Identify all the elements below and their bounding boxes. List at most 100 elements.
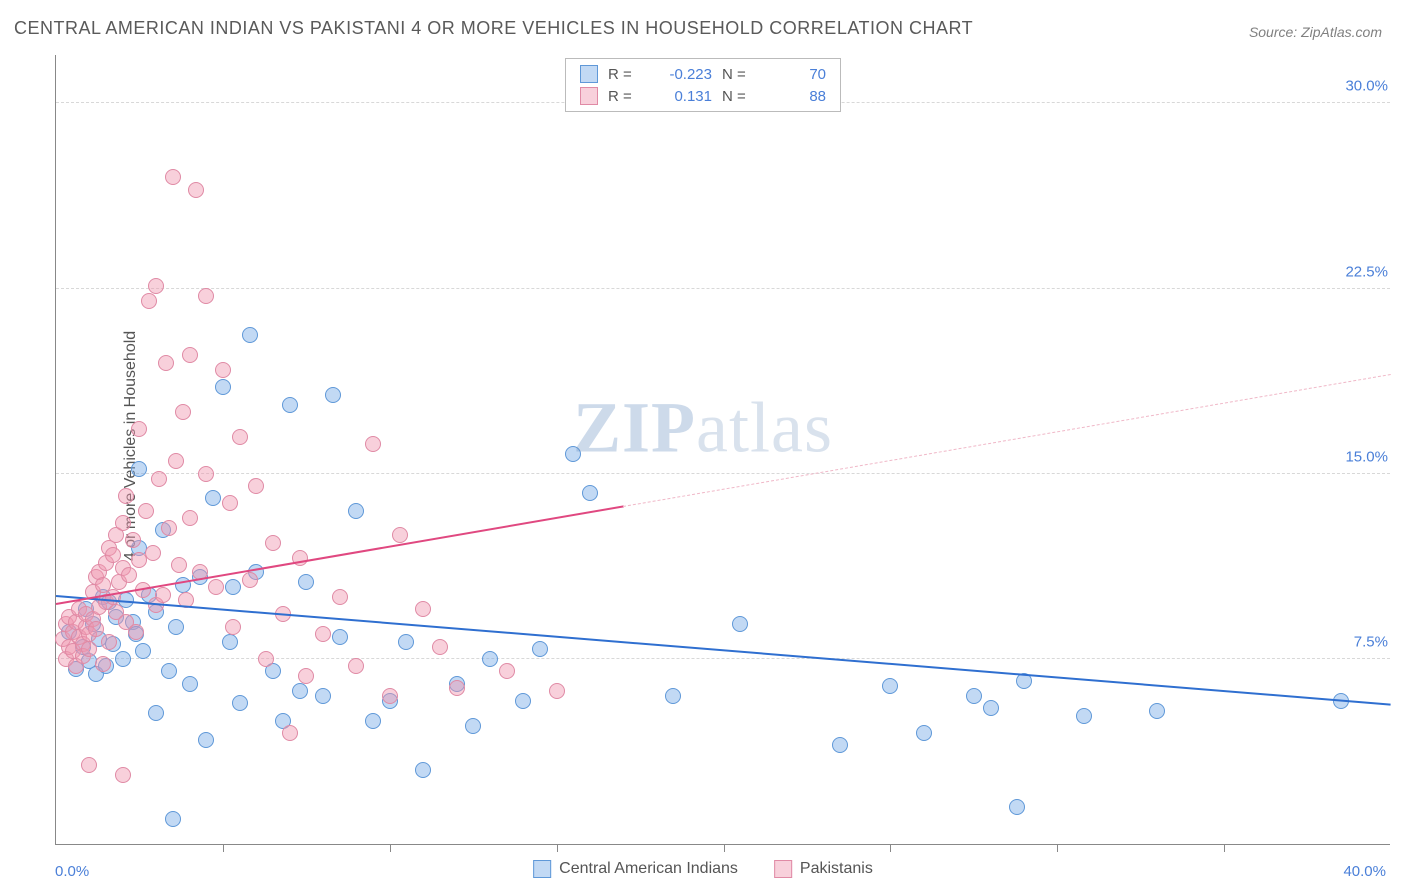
data-point-pak: [145, 545, 161, 561]
data-point-cai: [365, 713, 381, 729]
x-tick: [223, 844, 224, 852]
trend-line: [56, 595, 1391, 706]
legend-label-pak: Pakistanis: [800, 860, 873, 878]
source-attribution: Source: ZipAtlas.com: [1249, 24, 1382, 40]
data-point-pak: [298, 668, 314, 684]
data-point-pak: [81, 757, 97, 773]
data-point-pak: [182, 347, 198, 363]
data-point-pak: [265, 535, 281, 551]
data-point-cai: [398, 634, 414, 650]
data-point-pak: [282, 725, 298, 741]
r-label: R =: [608, 66, 642, 83]
data-point-cai: [515, 693, 531, 709]
data-point-cai: [225, 579, 241, 595]
data-point-cai: [832, 737, 848, 753]
data-point-pak: [115, 515, 131, 531]
data-point-pak: [81, 641, 97, 657]
data-point-pak: [165, 169, 181, 185]
legend-label-cai: Central American Indians: [559, 860, 738, 878]
data-point-cai: [348, 503, 364, 519]
data-point-pak: [101, 634, 117, 650]
data-point-pak: [499, 663, 515, 679]
correlation-legend: R = -0.223 N = 70 R = 0.131 N = 88: [565, 58, 841, 112]
data-point-pak: [382, 688, 398, 704]
y-tick-label: 7.5%: [1350, 633, 1392, 650]
data-point-pak: [258, 651, 274, 667]
data-point-pak: [415, 601, 431, 617]
data-point-cai: [732, 616, 748, 632]
data-point-cai: [482, 651, 498, 667]
swatch-cai: [533, 860, 551, 878]
y-tick-label: 30.0%: [1341, 78, 1392, 95]
data-point-cai: [242, 327, 258, 343]
data-point-pak: [198, 288, 214, 304]
data-point-pak: [171, 557, 187, 573]
data-point-cai: [182, 676, 198, 692]
data-point-cai: [532, 641, 548, 657]
data-point-cai: [1009, 799, 1025, 815]
data-point-cai: [415, 762, 431, 778]
data-point-pak: [118, 488, 134, 504]
data-point-cai: [222, 634, 238, 650]
data-point-pak: [232, 429, 248, 445]
gridline: [56, 473, 1390, 474]
data-point-pak: [348, 658, 364, 674]
data-point-cai: [565, 446, 581, 462]
data-point-cai: [325, 387, 341, 403]
data-point-cai: [135, 643, 151, 659]
data-point-pak: [161, 520, 177, 536]
data-point-cai: [282, 397, 298, 413]
data-point-cai: [131, 461, 147, 477]
data-point-cai: [298, 574, 314, 590]
data-point-pak: [332, 589, 348, 605]
data-point-cai: [1149, 703, 1165, 719]
x-tick: [1057, 844, 1058, 852]
data-point-pak: [208, 579, 224, 595]
y-tick-label: 15.0%: [1341, 448, 1392, 465]
r-label: R =: [608, 88, 642, 105]
n-label: N =: [722, 88, 756, 105]
data-point-pak: [115, 767, 131, 783]
data-point-pak: [125, 532, 141, 548]
gridline: [56, 288, 1390, 289]
data-point-cai: [665, 688, 681, 704]
data-point-cai: [465, 718, 481, 734]
data-point-pak: [432, 639, 448, 655]
chart-title: CENTRAL AMERICAN INDIAN VS PAKISTANI 4 O…: [14, 18, 973, 39]
swatch-pak: [774, 860, 792, 878]
x-tick: [890, 844, 891, 852]
data-point-pak: [365, 436, 381, 452]
trend-line: [623, 374, 1391, 507]
series-legend: Central American Indians Pakistanis: [533, 860, 873, 878]
data-point-pak: [95, 656, 111, 672]
x-tick: [557, 844, 558, 852]
data-point-cai: [983, 700, 999, 716]
data-point-pak: [188, 182, 204, 198]
legend-row-cai: R = -0.223 N = 70: [566, 63, 840, 85]
data-point-pak: [198, 466, 214, 482]
data-point-cai: [161, 663, 177, 679]
data-point-pak: [248, 478, 264, 494]
data-point-pak: [222, 495, 238, 511]
r-value-pak: 0.131: [652, 88, 712, 105]
data-point-cai: [332, 629, 348, 645]
data-point-pak: [182, 510, 198, 526]
data-point-pak: [141, 293, 157, 309]
data-point-cai: [205, 490, 221, 506]
legend-item-cai: Central American Indians: [533, 860, 738, 878]
data-point-pak: [549, 683, 565, 699]
data-point-cai: [292, 683, 308, 699]
data-point-cai: [1076, 708, 1092, 724]
data-point-pak: [151, 471, 167, 487]
x-axis-max-label: 40.0%: [1343, 863, 1386, 880]
x-tick: [724, 844, 725, 852]
n-value-pak: 88: [766, 88, 826, 105]
legend-row-pak: R = 0.131 N = 88: [566, 85, 840, 107]
n-label: N =: [722, 66, 756, 83]
data-point-pak: [121, 567, 137, 583]
n-value-cai: 70: [766, 66, 826, 83]
data-point-pak: [138, 503, 154, 519]
data-point-pak: [315, 626, 331, 642]
legend-item-pak: Pakistanis: [774, 860, 873, 878]
x-tick: [1224, 844, 1225, 852]
